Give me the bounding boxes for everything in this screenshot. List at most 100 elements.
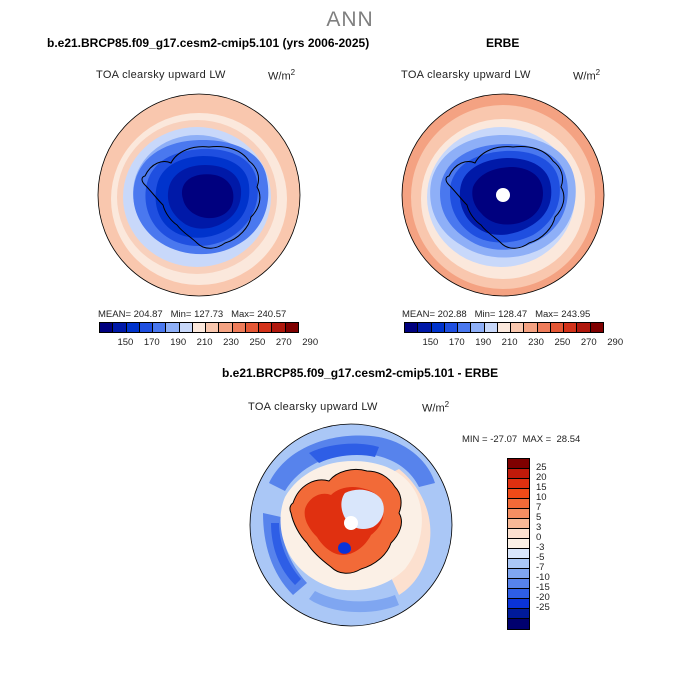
obs-variable-label: TOA clearsky upward LW bbox=[401, 69, 531, 81]
model-colorbar-tick-label: 190 bbox=[170, 337, 187, 348]
diff-colorbar-swatch bbox=[508, 529, 529, 539]
diff-colorbar-tick-label: 0 bbox=[536, 532, 542, 543]
diff-panel-title: b.e21.BRCP85.f09_g17.cesm2-cmip5.101 - E… bbox=[222, 366, 499, 380]
model-colorbar-swatch bbox=[179, 323, 193, 332]
model-colorbar-tick-label: 210 bbox=[196, 337, 213, 348]
model-colorbar-tick-label: 250 bbox=[249, 337, 266, 348]
diff-colorbar-swatch bbox=[508, 469, 529, 479]
diff-blue-arc-north bbox=[269, 435, 435, 491]
diff-colorbar-swatch bbox=[508, 589, 529, 599]
diff-units-label: W/m2 bbox=[422, 400, 450, 415]
obs-colorbar-ticks: 150 170 190 210 230 250 270 290 bbox=[404, 337, 623, 349]
model-stats: MEAN= 204.87 Min= 127.73 Max= 240.57 bbox=[98, 309, 287, 320]
model-colorbar-ticks: 150 170 190 210 230 250 270 290 bbox=[99, 337, 318, 349]
diff-pole-hole bbox=[344, 516, 358, 530]
model-colorbar-tick-label: 170 bbox=[143, 337, 160, 348]
obs-colorbar-swatch bbox=[564, 323, 578, 332]
model-coastline bbox=[141, 146, 261, 249]
obs-colorbar-swatch bbox=[458, 323, 472, 332]
obs-colorbar-swatch bbox=[484, 323, 498, 332]
obs-coastline bbox=[445, 146, 565, 249]
obs-colorbar-swatch bbox=[405, 323, 419, 332]
obs-colorbar-tick-label: 250 bbox=[554, 337, 571, 348]
diff-blue-arc-west-dark bbox=[271, 523, 301, 585]
diff-variable-label: TOA clearsky upward LW bbox=[248, 401, 378, 413]
obs-stats: MEAN= 202.88 Min= 128.47 Max= 243.95 bbox=[402, 309, 591, 320]
obs-colorbar-tick-label: 150 bbox=[422, 337, 439, 348]
diff-colorbar-tick-label: -20 bbox=[536, 592, 550, 603]
model-colorbar-swatch bbox=[113, 323, 127, 332]
diff-colorbar-tick-label: 3 bbox=[536, 522, 542, 533]
diff-map-border bbox=[249, 423, 453, 627]
model-colorbar-tick-label: 270 bbox=[275, 337, 292, 348]
diff-colorbar-swatch bbox=[508, 479, 529, 489]
model-variable-label: TOA clearsky upward LW bbox=[96, 69, 226, 81]
model-map-border bbox=[97, 93, 301, 297]
model-colorbar-tick-label: 290 bbox=[302, 337, 319, 348]
model-colorbar-tick-label: 150 bbox=[117, 337, 134, 348]
diff-colorbar bbox=[507, 458, 530, 630]
obs-colorbar-swatch bbox=[524, 323, 538, 332]
diff-colorbar-tick-label: 15 bbox=[536, 482, 547, 493]
obs-colorbar-tick-label: 270 bbox=[580, 337, 597, 348]
diff-colorbar-swatch bbox=[508, 499, 529, 509]
model-colorbar-swatch bbox=[245, 323, 260, 332]
obs-colorbar-swatch bbox=[418, 323, 432, 332]
diff-colorbar-swatch bbox=[508, 609, 529, 619]
model-panel-title: b.e21.BRCP85.f09_g17.cesm2-cmip5.101 (yr… bbox=[47, 36, 370, 50]
model-colorbar-tick-label: 230 bbox=[223, 337, 239, 348]
diff-blue-arc-north-dark bbox=[309, 443, 379, 463]
model-colorbar-swatch bbox=[139, 323, 154, 332]
obs-colorbar-tick-label: 190 bbox=[475, 337, 492, 348]
obs-units-label: W/m2 bbox=[573, 68, 601, 83]
obs-colorbar-swatch bbox=[550, 323, 565, 332]
diff-colorbar-swatch bbox=[508, 509, 529, 519]
model-colorbar-swatch bbox=[192, 323, 207, 332]
obs-pole-hole bbox=[496, 188, 510, 202]
diff-blue-spot bbox=[338, 542, 351, 554]
model-colorbar-swatch bbox=[206, 323, 220, 332]
obs-polar-map bbox=[401, 93, 605, 297]
model-colorbar-swatch bbox=[285, 323, 298, 332]
diff-colorbar-swatch bbox=[508, 559, 529, 569]
obs-colorbar-swatch bbox=[471, 323, 485, 332]
obs-colorbar-tick-label: 290 bbox=[607, 337, 624, 348]
diff-colorbar-tick-label: -3 bbox=[536, 542, 545, 553]
diff-stats: MIN = -27.07 MAX = 28.54 bbox=[462, 434, 581, 445]
model-units-label: W/m2 bbox=[268, 68, 296, 83]
diff-colorbar-tick-label: -7 bbox=[536, 562, 545, 573]
diff-colorbar-swatch bbox=[508, 619, 529, 629]
obs-colorbar-swatch bbox=[497, 323, 512, 332]
model-colorbar-swatch bbox=[100, 323, 114, 332]
obs-colorbar-tick-label: 170 bbox=[448, 337, 465, 348]
diff-colorbar-ticks: 25 20 15 10 7 5 3 0 -3 -5 -7 -10 -15 -20 -25 bbox=[536, 458, 566, 628]
model-colorbar-swatch bbox=[166, 323, 180, 332]
diff-colorbar-tick-label: -25 bbox=[536, 602, 550, 613]
obs-colorbar-tick-label: 210 bbox=[501, 337, 518, 348]
diff-colorbar-swatch bbox=[508, 489, 529, 499]
model-polar-map bbox=[97, 93, 301, 297]
diff-colorbar-tick-label: -10 bbox=[536, 572, 550, 583]
diff-colorbar-tick-label: -5 bbox=[536, 552, 545, 563]
diff-colorbar-tick-label: 20 bbox=[536, 472, 547, 483]
diff-coastline bbox=[289, 468, 402, 574]
obs-colorbar bbox=[404, 322, 604, 333]
model-colorbar-swatch bbox=[153, 323, 167, 332]
diff-colorbar-swatch bbox=[508, 539, 529, 549]
diff-colorbar-tick-label: -15 bbox=[536, 582, 550, 593]
model-colorbar-swatch bbox=[126, 323, 140, 332]
obs-colorbar-tick-label: 230 bbox=[528, 337, 544, 348]
obs-colorbar-swatch bbox=[537, 323, 551, 332]
diff-colorbar-swatch bbox=[508, 519, 529, 529]
diff-colorbar-swatch bbox=[508, 579, 529, 589]
model-colorbar-swatch bbox=[232, 323, 246, 332]
model-colorbar-swatch bbox=[259, 323, 273, 332]
model-colorbar-swatch bbox=[272, 323, 286, 332]
obs-colorbar-swatch bbox=[511, 323, 525, 332]
diff-colorbar-tick-label: 7 bbox=[536, 502, 542, 513]
diff-polar-map bbox=[249, 423, 453, 627]
obs-colorbar-swatch bbox=[577, 323, 591, 332]
diff-colorbar-swatch bbox=[508, 569, 529, 579]
obs-colorbar-swatch bbox=[431, 323, 445, 332]
obs-panel-title: ERBE bbox=[486, 36, 520, 50]
